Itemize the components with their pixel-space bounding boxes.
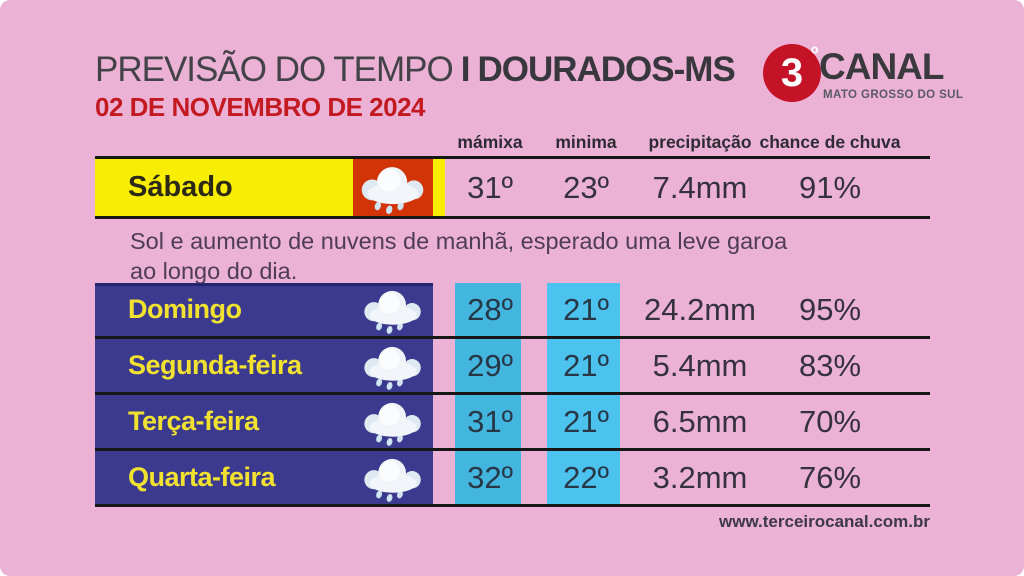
max-temp: 32º — [467, 459, 513, 495]
title-main: PREVISÃO DO TEMPO — [95, 50, 454, 89]
max-temp-column-band — [455, 283, 521, 507]
rain-chance: 76% — [798, 459, 862, 495]
column-header-rain-chance: chance de chuva — [759, 131, 901, 152]
day-label: Domingo — [128, 294, 242, 324]
rain-cloud-icon — [361, 166, 424, 214]
logo-3-badge: 3 ° — [763, 42, 821, 102]
logo-name: CANAL — [819, 46, 944, 87]
forecast-description: Sol e aumento de nuvens de manhã, espera… — [130, 226, 850, 286]
forecast-description-line2: ao longo do dia. — [130, 258, 298, 284]
max-temp: 29º — [467, 347, 513, 383]
today-day-label: Sábado — [128, 171, 233, 203]
precipitation: 5.4mm — [652, 347, 748, 383]
min-temp: 22º — [563, 459, 609, 495]
max-temp: 31º — [467, 403, 513, 439]
rain-cloud-icon — [353, 451, 433, 504]
day-label: Terça-feira — [128, 406, 259, 436]
min-temp: 21º — [563, 403, 609, 439]
precipitation: 3.2mm — [652, 459, 748, 495]
column-header-max: mámixa — [457, 131, 523, 152]
rain-chance: 95% — [798, 291, 862, 327]
today-yellow-strip — [433, 159, 445, 216]
logo-number: 3 — [780, 51, 804, 95]
rain-cloud-icon — [353, 283, 433, 336]
title-location: DOURADOS-MS — [477, 50, 735, 89]
channel-logo: 3 ° CANAL MATO GROSSO DO SUL — [763, 42, 973, 110]
logo-region: MATO GROSSO DO SUL — [823, 89, 964, 101]
table-row: Terça-feira 31º 21º 6.5mm 70% — [95, 395, 930, 451]
column-header-precipitation: precipitação — [648, 131, 752, 152]
rain-chance: 83% — [798, 347, 862, 383]
precipitation: 24.2mm — [644, 291, 756, 327]
today-max-temp: 31º — [467, 169, 513, 205]
forecast-table: Domingo 28º 21º 24.2mm 95% Segunda-feir — [95, 283, 930, 507]
day-label: Segunda-feira — [128, 350, 302, 380]
today-precipitation: 7.4mm — [652, 169, 748, 205]
table-row: Segunda-feira 29º 21º 5.4mm 83% — [95, 339, 930, 395]
title-separator: I — [460, 50, 471, 89]
table-row: Domingo 28º 21º 24.2mm 95% — [95, 283, 930, 339]
date-label: 02 DE NOVEMBRO DE 2024 — [95, 92, 426, 122]
rain-chance: 70% — [798, 403, 862, 439]
today-highlight-band — [95, 159, 353, 216]
column-headers: mámixa minima precipitação chance de chu… — [95, 128, 930, 156]
min-temp: 21º — [563, 347, 609, 383]
column-header-min: minima — [555, 131, 617, 152]
page-title: PREVISÃO DO TEMPO I DOURADOS-MS — [95, 50, 736, 90]
today-min-temp: 23º — [563, 169, 609, 205]
today-icon-cell — [353, 159, 433, 216]
max-temp: 28º — [467, 291, 513, 327]
rain-cloud-icon — [353, 395, 433, 448]
today-rain-chance: 91% — [798, 169, 862, 205]
min-temp: 21º — [563, 291, 609, 327]
precipitation: 6.5mm — [652, 403, 748, 439]
today-row: Sábado 31º 23º 7.4mm 91% — [95, 156, 930, 219]
website-url: www.terceirocanal.com.br — [719, 512, 930, 531]
logo-degree-mark: ° — [810, 42, 819, 67]
day-label: Quarta-feira — [128, 462, 276, 492]
rain-cloud-icon — [353, 339, 433, 392]
forecast-description-line1: Sol e aumento de nuvens de manhã, espera… — [130, 228, 788, 254]
min-temp-column-band — [547, 283, 620, 507]
table-row: Quarta-feira 32º 22º 3.2mm 76% — [95, 451, 930, 507]
